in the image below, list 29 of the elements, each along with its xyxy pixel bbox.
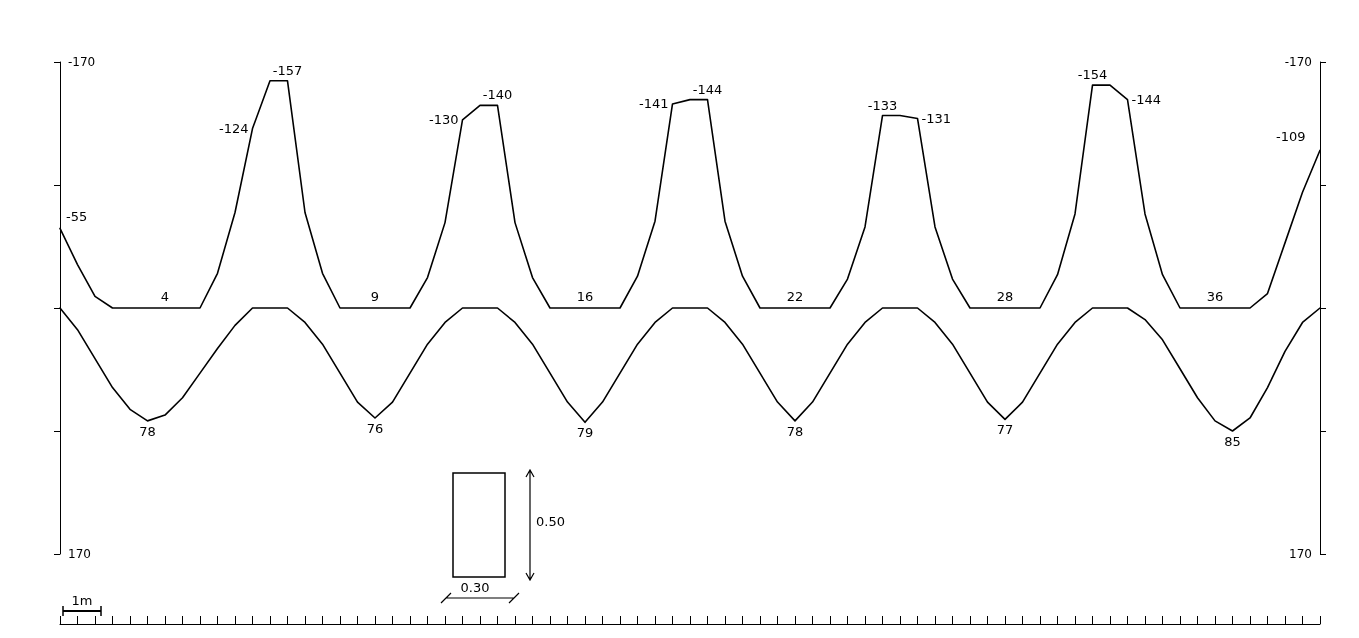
data-label: 78 — [786, 423, 804, 439]
data-label: -141 — [638, 96, 669, 112]
data-label: -55 — [66, 209, 88, 225]
annotation: 16 — [576, 288, 594, 304]
data-label: -154 — [1077, 67, 1108, 83]
data-label: 79 — [576, 425, 594, 441]
data-label: -109 — [1276, 129, 1306, 145]
data-label: 78 — [139, 423, 156, 439]
text: 1m — [71, 592, 93, 608]
data-label: -124 — [218, 121, 249, 137]
y2-tick-label: -170 — [1284, 55, 1312, 69]
data-label: 77 — [996, 422, 1014, 438]
annotation: 28 — [996, 288, 1014, 304]
y2-tick-label: 170 — [1289, 547, 1312, 561]
annotation: 9 — [370, 288, 380, 304]
data-label: 76 — [366, 420, 384, 436]
data-label: -144 — [1131, 92, 1162, 108]
data-label: -157 — [272, 62, 303, 78]
data-label: -131 — [921, 110, 952, 126]
data-label: -130 — [428, 112, 459, 128]
data-label: -133 — [867, 97, 898, 113]
annotation: 4 — [160, 288, 170, 304]
annotation: 0.50 — [536, 513, 565, 529]
data-label: 85 — [1224, 434, 1241, 449]
data-label: -140 — [482, 87, 513, 103]
annotation: 22 — [786, 288, 804, 304]
data-label: -144 — [692, 81, 723, 97]
text: 0.30 — [460, 579, 490, 595]
annotation: 36 — [1206, 288, 1224, 304]
